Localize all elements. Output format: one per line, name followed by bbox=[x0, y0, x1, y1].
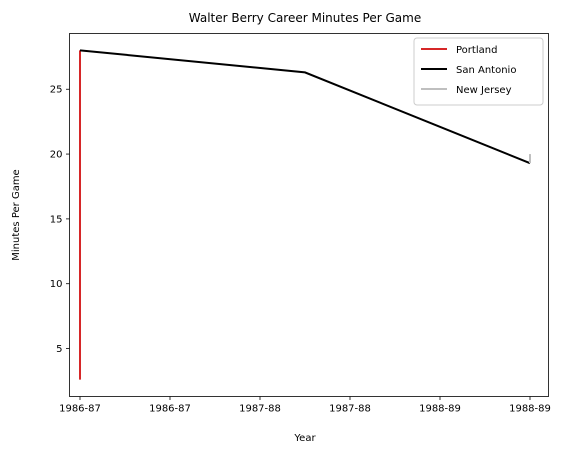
legend: Portland San Antonio New Jersey bbox=[413, 37, 544, 106]
y-axis: 5 10 15 20 25 bbox=[50, 85, 70, 355]
series-line bbox=[79, 49, 531, 165]
series-lines bbox=[79, 49, 531, 380]
legend-label: San Antonio bbox=[456, 65, 516, 76]
x-tick-label: 1987-88 bbox=[329, 404, 371, 415]
x-tick-label: 1986-87 bbox=[149, 404, 191, 415]
legend-label: New Jersey bbox=[456, 85, 512, 96]
x-axis-label: Year bbox=[293, 433, 316, 444]
x-axis: 1986-87 1986-87 1987-88 1987-88 1988-89 1988-… bbox=[59, 396, 551, 415]
x-tick-label: 1988-89 bbox=[419, 404, 461, 415]
y-tick-label: 25 bbox=[50, 85, 63, 96]
y-tick-label: 5 bbox=[56, 344, 62, 355]
y-axis-label: Minutes Per Game bbox=[11, 169, 22, 260]
chart-title: Walter Berry Career Minutes Per Game bbox=[189, 11, 421, 25]
x-tick-label: 1987-88 bbox=[239, 404, 281, 415]
y-tick-label: 10 bbox=[50, 279, 63, 290]
x-tick-label: 1986-87 bbox=[59, 404, 101, 415]
legend-label: Portland bbox=[456, 45, 497, 56]
y-tick-label: 15 bbox=[50, 214, 63, 225]
x-tick-label: 1988-89 bbox=[509, 404, 551, 415]
y-tick-label: 20 bbox=[50, 150, 63, 161]
